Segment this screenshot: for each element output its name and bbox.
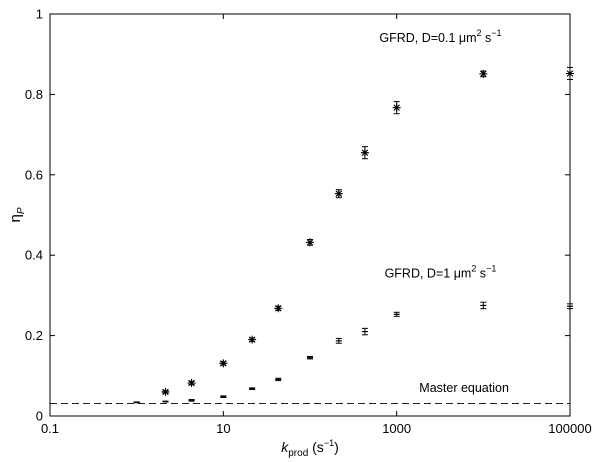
data-point bbox=[133, 401, 140, 404]
asterisk-marker bbox=[334, 189, 343, 198]
data-point bbox=[566, 66, 574, 81]
data-point bbox=[188, 399, 195, 402]
data-point bbox=[567, 303, 573, 310]
data-point bbox=[306, 238, 314, 247]
asterisk-marker bbox=[274, 304, 283, 313]
x-tick-label: 1000 bbox=[382, 421, 411, 436]
asterisk-marker bbox=[479, 69, 488, 78]
data-point bbox=[479, 69, 488, 78]
asterisk-marker bbox=[248, 335, 257, 344]
data-point bbox=[393, 311, 400, 317]
data-point bbox=[392, 101, 401, 115]
annotation-gfrd-d01: GFRD, D=0.1 μm2 s−1 bbox=[379, 28, 501, 45]
asterisk-marker bbox=[306, 238, 314, 247]
data-point bbox=[480, 301, 487, 310]
data-point bbox=[220, 395, 227, 399]
asterisk-marker bbox=[392, 103, 401, 112]
x-axis-label: kprod (s−1) bbox=[281, 438, 339, 459]
data-point bbox=[274, 304, 283, 313]
data-point bbox=[187, 379, 196, 388]
y-tick-label: 0.8 bbox=[25, 87, 43, 102]
data-point bbox=[275, 377, 282, 382]
data-point bbox=[248, 335, 257, 344]
y-tick-label: 0.4 bbox=[25, 248, 43, 263]
plot-area bbox=[49, 13, 571, 417]
x-tick-label: 0.1 bbox=[41, 421, 59, 436]
data-point bbox=[360, 146, 369, 160]
x-tick-label: 10 bbox=[216, 421, 230, 436]
data-point bbox=[161, 387, 170, 396]
annotation-gfrd-d1: GFRD, D=1 μm2 s−1 bbox=[385, 263, 497, 280]
data-point bbox=[334, 189, 343, 199]
series-gfrd-d1 bbox=[133, 301, 573, 404]
data-point bbox=[162, 400, 169, 403]
asterisk-marker bbox=[566, 69, 574, 78]
asterisk-marker bbox=[187, 379, 196, 388]
y-axis-label: ηP bbox=[7, 207, 27, 222]
asterisk-marker bbox=[219, 359, 228, 368]
y-tick-label: 0 bbox=[36, 409, 43, 424]
annotation-master-equation: Master equation bbox=[419, 381, 509, 395]
axis-ticks: 0.1 10 1000 100000 0 0.2 0.4 0.6 0.8 1 bbox=[25, 7, 592, 437]
data-point bbox=[307, 356, 313, 360]
y-tick-label: 1 bbox=[36, 7, 43, 22]
y-tick-label: 0.2 bbox=[25, 328, 43, 343]
x-tick-label: 100000 bbox=[548, 421, 591, 436]
data-point bbox=[335, 337, 342, 344]
data-point bbox=[361, 327, 368, 336]
asterisk-marker bbox=[360, 148, 369, 157]
asterisk-marker bbox=[161, 387, 170, 396]
data-point bbox=[249, 387, 256, 390]
y-tick-label: 0.6 bbox=[25, 167, 43, 182]
data-point bbox=[219, 359, 228, 368]
series-gfrd-d01 bbox=[161, 66, 574, 396]
